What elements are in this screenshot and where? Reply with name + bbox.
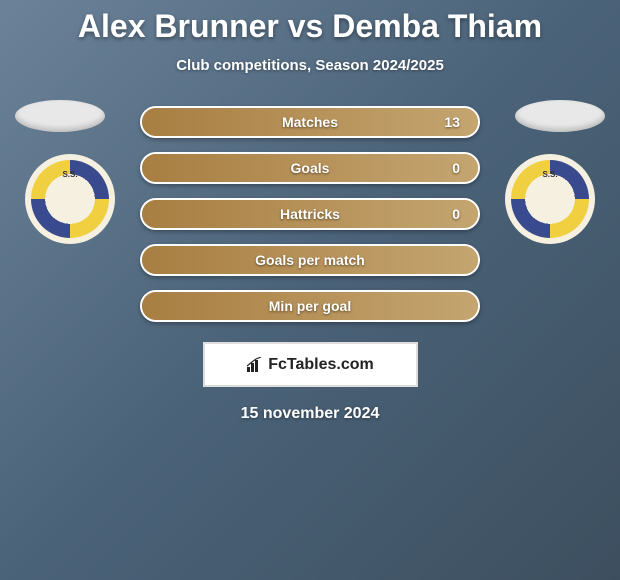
flag-right xyxy=(515,100,605,132)
stat-bar: Min per goal xyxy=(140,290,480,322)
chart-icon xyxy=(246,357,262,373)
stat-bar: Hattricks 0 xyxy=(140,198,480,230)
stat-label: Goals xyxy=(291,160,330,176)
club-badge-right xyxy=(505,154,595,244)
source-logo: FcTables.com xyxy=(203,342,418,387)
stat-value: 13 xyxy=(444,114,460,130)
stat-label: Hattricks xyxy=(280,206,340,222)
stat-bar: Matches 13 xyxy=(140,106,480,138)
logo-text: FcTables.com xyxy=(268,356,374,374)
stat-bar: Goals per match xyxy=(140,244,480,276)
flag-left xyxy=(15,100,105,132)
stat-bar: Goals 0 xyxy=(140,152,480,184)
stat-label: Matches xyxy=(282,114,338,130)
stat-bars: Matches 13 Goals 0 Hattricks 0 Goals per… xyxy=(140,106,480,322)
date-label: 15 november 2024 xyxy=(0,405,620,423)
subtitle: Club competitions, Season 2024/2025 xyxy=(0,57,620,74)
club-badge-left xyxy=(25,154,115,244)
stat-value: 0 xyxy=(452,160,460,176)
stat-value: 0 xyxy=(452,206,460,222)
page-title: Alex Brunner vs Demba Thiam xyxy=(0,0,620,45)
stat-label: Goals per match xyxy=(255,252,365,268)
comparison-content: Matches 13 Goals 0 Hattricks 0 Goals per… xyxy=(0,106,620,423)
stat-label: Min per goal xyxy=(269,298,351,314)
